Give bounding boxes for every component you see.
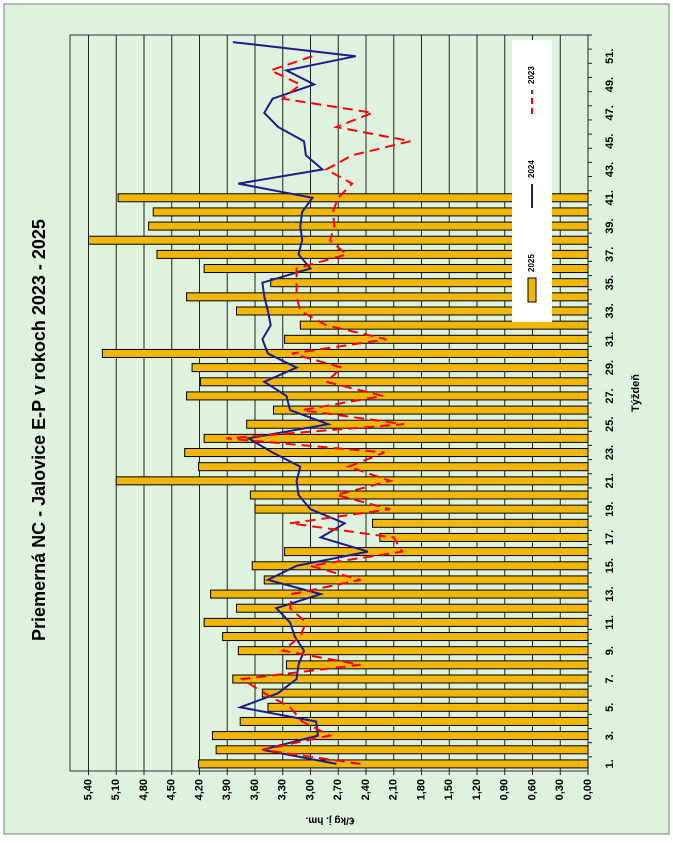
x-tick-label: 47.	[604, 105, 616, 120]
bar	[251, 561, 589, 571]
y-tick-label: 0,90	[499, 779, 511, 800]
y-tick-label: 2,70	[332, 779, 344, 800]
y-tick-label: 1,20	[471, 779, 483, 800]
x-tick-label: 1.	[604, 759, 616, 768]
x-tick-label: 29.	[604, 360, 616, 375]
y-tick-label: 1,80	[415, 779, 427, 800]
bar	[101, 348, 589, 358]
x-tick-label: 45.	[604, 134, 616, 149]
y-tick-label: 5,40	[82, 779, 94, 800]
line	[226, 55, 411, 765]
x-tick-label: 39.	[604, 218, 616, 233]
x-tick-label: 51.	[604, 49, 616, 64]
x-tick-label: 41.	[604, 190, 616, 205]
bar	[284, 334, 589, 344]
bar	[379, 532, 589, 542]
bar	[198, 462, 589, 472]
x-tick-label: 37.	[604, 247, 616, 262]
bar	[299, 320, 589, 330]
x-tick-label: 49.	[604, 77, 616, 92]
y-tick-label: 4,20	[193, 779, 205, 800]
bar	[232, 674, 589, 684]
bar	[211, 731, 589, 741]
bar	[371, 518, 589, 528]
y-tick-label: 3,60	[249, 779, 261, 800]
legend-label: 2025	[527, 254, 536, 272]
legend-box	[512, 40, 552, 322]
bar	[236, 603, 589, 613]
x-tick-label: 15.	[604, 558, 616, 573]
y-tick-label: 0,00	[582, 779, 594, 800]
legend-label: 2023	[527, 66, 536, 84]
x-tick-label: 11.	[604, 615, 616, 630]
y-tick-label: 3,90	[221, 779, 233, 800]
x-tick-label: 17.	[604, 530, 616, 545]
x-tick-label: 5.	[604, 703, 616, 712]
bar	[237, 646, 589, 656]
bar	[236, 306, 589, 316]
bar	[270, 278, 589, 288]
bar	[152, 207, 589, 217]
bar	[199, 377, 589, 387]
bar	[210, 589, 589, 599]
bar	[186, 292, 589, 302]
x-tick-label: 13.	[604, 586, 616, 601]
y-tick-label: 3,30	[277, 779, 289, 800]
bar	[186, 391, 589, 401]
bar	[261, 688, 589, 698]
bar	[191, 363, 589, 373]
bar	[156, 249, 589, 259]
bar	[222, 632, 589, 642]
bar	[203, 617, 589, 627]
bar	[249, 490, 589, 500]
x-tick-label: 7.	[604, 674, 616, 683]
y-tick-label: 4,50	[166, 779, 178, 800]
x-tick-label: 21.	[604, 473, 616, 488]
bar	[115, 476, 589, 486]
y-tick-label: 4,80	[138, 779, 150, 800]
bar	[215, 745, 589, 755]
y-tick-label: 1,50	[443, 779, 455, 800]
bar	[117, 193, 589, 203]
bar	[239, 716, 589, 726]
bar	[273, 405, 589, 415]
x-tick-label: 35.	[604, 275, 616, 290]
bar	[285, 660, 589, 670]
x-tick-label: 3.	[604, 731, 616, 740]
bar	[246, 419, 589, 429]
y-tick-label: 0,30	[554, 779, 566, 800]
y-axis-title: €/kg j. hm.	[305, 814, 354, 825]
rotated-chart: Priemerná NC - Jalovice E-P v rokoch 202…	[29, 34, 642, 825]
x-axis-title: Týždeň	[630, 374, 642, 412]
x-tick-label: 27.	[604, 388, 616, 403]
bar	[148, 221, 589, 231]
x-tick-label: 9.	[604, 646, 616, 655]
x-tick-label: 33.	[604, 303, 616, 318]
x-tick-label: 19.	[604, 502, 616, 517]
y-tick-label: 2,10	[388, 779, 400, 800]
bar	[254, 504, 589, 514]
bar	[263, 575, 589, 585]
chart-title: Priemerná NC - Jalovice E-P v rokoch 202…	[29, 219, 49, 641]
bar	[284, 547, 589, 557]
legend-label: 2024	[527, 160, 536, 178]
line	[232, 41, 369, 765]
x-tick-label: 23.	[604, 445, 616, 460]
y-tick-label: 5,10	[110, 779, 122, 800]
bar	[198, 759, 589, 769]
bar	[88, 235, 589, 245]
x-tick-label: 31.	[604, 332, 616, 347]
y-tick-label: 2,40	[360, 779, 372, 800]
bar	[267, 702, 589, 712]
legend-swatch	[527, 277, 537, 303]
bar	[203, 433, 589, 443]
bar	[184, 448, 589, 458]
x-tick-label: 43.	[604, 162, 616, 177]
y-tick-label: 0,60	[526, 779, 538, 800]
x-tick-label: 25.	[604, 417, 616, 432]
y-tick-label: 3,00	[304, 779, 316, 800]
